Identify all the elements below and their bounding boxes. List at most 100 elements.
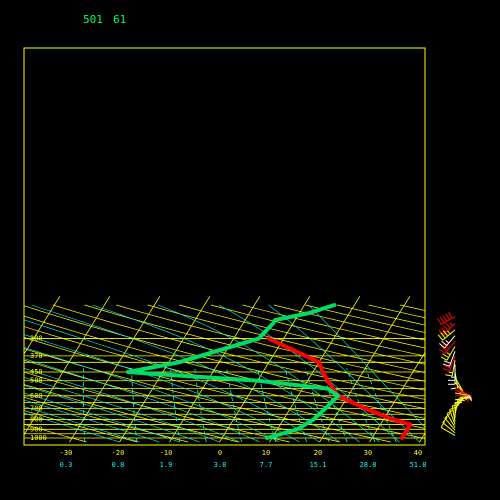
pressure-tick-label: 700 <box>30 405 43 413</box>
mixing-ratio-line <box>321 368 348 443</box>
mixing-ratio-line <box>83 368 85 443</box>
dry-adiabat <box>116 304 425 382</box>
pressure-tick-label: 370 <box>30 352 43 360</box>
wind-barb <box>442 351 456 367</box>
mixing-ratio-line <box>131 368 138 443</box>
dry-adiabat <box>24 359 341 443</box>
sounding-series <box>125 303 413 440</box>
dry-adiabat <box>24 410 138 443</box>
data-point <box>267 337 270 340</box>
wind-barb-staff <box>444 417 456 431</box>
data-point <box>392 418 395 421</box>
moist-adiabat <box>24 358 260 443</box>
wind-barb <box>439 340 456 354</box>
moist-adiabat <box>31 304 340 443</box>
wind-barb <box>439 335 456 349</box>
mixing-ratio-tick-label: 51.8 <box>410 461 427 469</box>
data-point <box>333 303 336 307</box>
wind-barb-flag <box>452 404 460 407</box>
data-point <box>214 350 217 353</box>
wind-barbs <box>437 311 472 436</box>
wind-barb-flag <box>446 409 454 415</box>
dry-adiabat <box>179 304 425 365</box>
mixing-ratio-line <box>346 368 376 443</box>
dry-adiabat <box>24 305 425 410</box>
isotherm <box>69 296 161 443</box>
dry-adiabat <box>400 304 425 311</box>
wind-barb-flag <box>470 396 472 402</box>
wind-barb-flag <box>449 406 457 411</box>
wind-barb-flag <box>439 348 446 354</box>
moist-adiabat <box>24 406 140 443</box>
wind-barb-flag <box>464 395 469 400</box>
mixing-ratio-line <box>170 368 181 443</box>
data-point <box>294 350 297 353</box>
wind-barb-flag <box>445 374 453 377</box>
mixing-ratio-tick-label: 0.3 <box>60 461 73 469</box>
mixing-ratio-tick-label: 1.9 <box>160 461 173 469</box>
wind-barb-flag <box>457 399 465 402</box>
data-point <box>406 428 409 431</box>
dry-adiabat <box>210 304 425 357</box>
pressure-tick-label: 500 <box>30 377 43 385</box>
dry-adiabat <box>24 423 87 443</box>
dry-adiabat <box>24 348 391 443</box>
isotherm <box>24 296 111 436</box>
wind-barb <box>446 409 456 428</box>
wind-barb-staff <box>449 351 456 367</box>
dry-adiabat <box>24 337 425 439</box>
wind-barb-flag <box>437 334 444 341</box>
wind-barb-staff <box>442 422 456 434</box>
wind-barb-flag <box>445 322 451 329</box>
wind-barb-staff <box>440 427 456 436</box>
wind-barb-flag <box>442 368 450 372</box>
moist-adiabat <box>24 334 300 443</box>
wind-barb-staff <box>449 355 456 372</box>
dry-adiabat <box>242 304 425 349</box>
mixing-ratio-labels: 0.3 0.8 1.9 3.8 7.7 15.1 28.8 51.8 <box>60 461 427 469</box>
wind-barb-flag <box>443 360 451 364</box>
wind-barb-flag <box>443 365 451 369</box>
data-point <box>271 322 275 325</box>
mixing-ratio-line <box>226 368 242 443</box>
wind-barb-flag <box>440 332 446 339</box>
wind-barb-staff <box>451 360 456 377</box>
moist-adiabat <box>92 304 360 443</box>
wind-barb-staff <box>440 316 456 326</box>
wind-barb-flag <box>446 352 451 356</box>
wind-barb-flag <box>468 395 472 400</box>
data-point <box>400 436 404 440</box>
pressure-tick-label: 300 <box>30 335 43 343</box>
data-point <box>364 407 367 410</box>
dry-adiabat <box>336 304 425 326</box>
temperature-tick-label: -20 <box>112 449 125 457</box>
wind-barb-flag <box>448 371 453 374</box>
wind-barb-flag <box>449 322 454 327</box>
dry-adiabat <box>24 396 189 443</box>
moist-adiabat <box>158 304 380 443</box>
wind-barb <box>437 311 456 326</box>
isotherm <box>319 296 411 443</box>
dewpoint-line <box>125 336 341 440</box>
data-point <box>317 361 321 364</box>
wind-barb <box>454 399 465 416</box>
isotherm <box>470 296 500 442</box>
time-label: 61 <box>113 13 126 26</box>
wind-barb-flag <box>437 318 442 325</box>
data-point <box>409 423 412 426</box>
isotherm <box>0 296 10 442</box>
wind-barb <box>442 355 456 372</box>
temperature-tick-label: -10 <box>160 449 173 457</box>
pressure-tick-label: 450 <box>30 368 43 376</box>
wind-barb-flag <box>442 353 449 358</box>
wind-barb-flag <box>442 324 449 331</box>
temperature-tick-label: 40 <box>414 449 422 457</box>
dry-adiabat <box>432 305 500 442</box>
moist-adiabat <box>24 412 120 443</box>
wind-barb-staff <box>454 386 470 396</box>
data-point <box>326 379 329 382</box>
mixing-ratio-tick-label: 28.8 <box>360 461 377 469</box>
data-point <box>324 407 327 410</box>
mixing-ratio-tick-label: 15.1 <box>310 461 327 469</box>
